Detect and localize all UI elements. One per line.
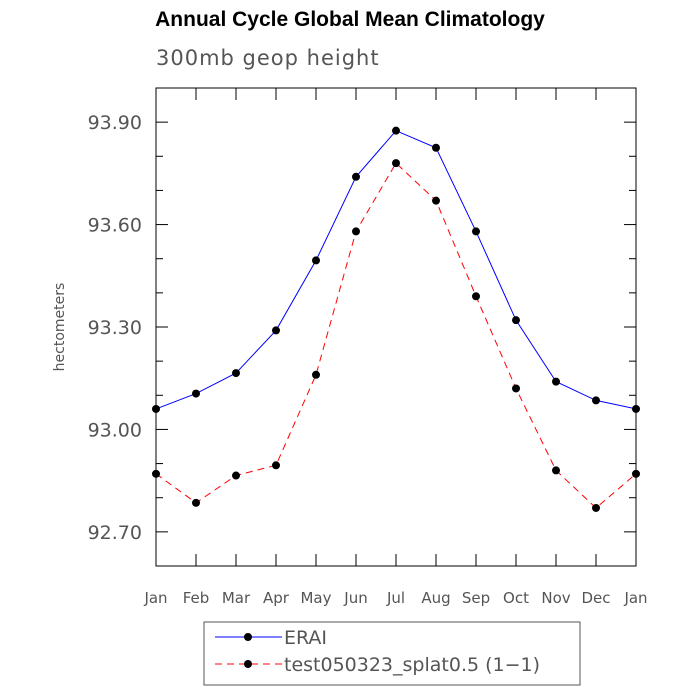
x-tick-label: Feb xyxy=(183,589,210,607)
plot-axes: 92.70 93.00 93.30 93.60 93.90 Jan Feb Mar Apr May… xyxy=(88,87,648,607)
data-point xyxy=(272,461,280,470)
y-tick-label: 93.30 xyxy=(88,317,142,339)
x-tick-label: Nov xyxy=(541,589,570,607)
data-point xyxy=(352,172,360,181)
data-point xyxy=(312,256,320,265)
y-tick-label: 92.70 xyxy=(88,522,142,544)
data-point xyxy=(232,471,240,480)
series-layer xyxy=(152,126,640,512)
data-point xyxy=(432,196,440,205)
data-point xyxy=(632,469,640,478)
x-tick-label: May xyxy=(300,589,331,607)
data-point xyxy=(392,159,400,168)
series-line xyxy=(155,130,637,410)
x-tick-label: Jul xyxy=(386,589,405,607)
data-point xyxy=(512,316,520,325)
series-0 xyxy=(152,126,640,413)
data-point xyxy=(552,377,560,386)
data-point xyxy=(632,404,640,413)
y-tick-label: 93.00 xyxy=(88,419,142,441)
data-point xyxy=(592,396,600,405)
x-tick-label: Mar xyxy=(222,589,251,607)
series-1 xyxy=(152,159,640,512)
legend-marker xyxy=(244,633,252,641)
data-point xyxy=(552,466,560,475)
data-point xyxy=(472,227,480,236)
legend-marker xyxy=(244,660,252,668)
x-tick-label: Jun xyxy=(343,589,367,607)
legend-label: test050323_splat0.5 (1−1) xyxy=(284,654,540,676)
data-point xyxy=(432,143,440,152)
x-tick-label: Oct xyxy=(503,589,529,607)
x-tick-label: Apr xyxy=(263,589,290,607)
data-point xyxy=(192,389,200,398)
x-tick-label: Dec xyxy=(581,589,610,607)
legend-label: ERAI xyxy=(284,627,327,649)
chart-title: Annual Cycle Global Mean Climatology xyxy=(155,8,545,31)
x-tick-label: Sep xyxy=(462,589,490,607)
data-point xyxy=(392,126,400,135)
data-point xyxy=(352,227,360,236)
x-tick-label: Jan xyxy=(143,589,167,607)
chart-subtitle: 300mb geop height xyxy=(156,46,380,70)
data-point xyxy=(472,292,480,301)
data-point xyxy=(232,369,240,378)
data-point xyxy=(312,370,320,379)
data-point xyxy=(152,404,160,413)
y-axis-label: hectometers xyxy=(52,283,68,372)
y-tick-label: 93.60 xyxy=(88,215,142,237)
series-line xyxy=(155,162,637,509)
data-point xyxy=(592,503,600,512)
data-point xyxy=(512,384,520,393)
legend: ERAI test050323_splat0.5 (1−1) xyxy=(203,621,581,686)
y-tick-label: 93.90 xyxy=(88,112,142,134)
legend-box xyxy=(203,621,581,686)
x-tick-label: Jan xyxy=(623,589,647,607)
x-tick-label: Aug xyxy=(421,589,450,607)
data-point xyxy=(272,326,280,335)
data-point xyxy=(152,469,160,478)
data-point xyxy=(192,498,200,507)
